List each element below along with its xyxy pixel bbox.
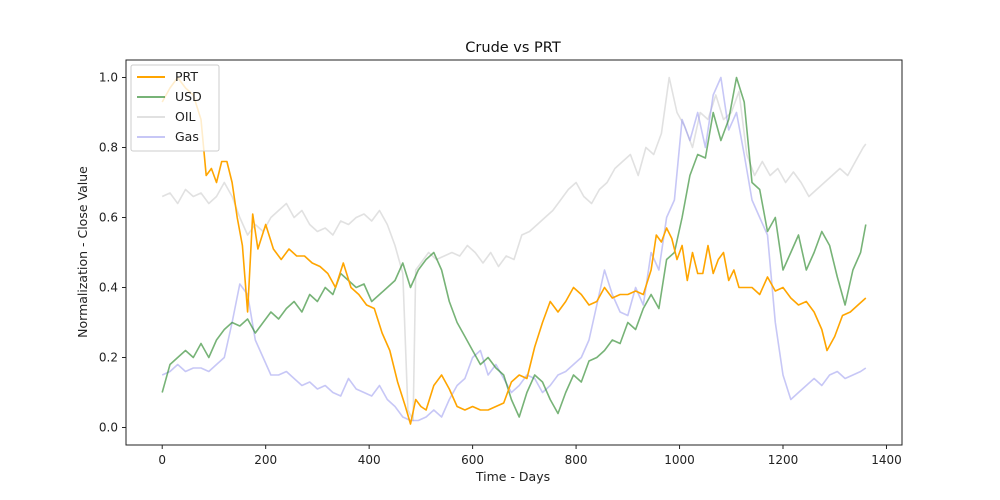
series-line-usd [161,76,867,418]
series-layer [161,76,867,425]
x-tick-label: 200 [254,453,277,467]
legend-label: Gas [175,129,199,144]
y-tick-label: 0.2 [99,351,118,365]
legend: PRT USD OIL Gas [130,64,220,152]
x-axis: 0 200 400 600 800 1000 1200 1400 [158,445,902,467]
legend-label: PRT [175,69,198,84]
legend-box [130,64,220,152]
x-tick-label: 800 [565,453,588,467]
series-line-prt [161,76,867,425]
series-line-gas [161,76,867,422]
x-tick-label: 400 [358,453,381,467]
legend-label: OIL [175,109,196,124]
y-tick-label: 0.8 [99,141,118,155]
y-tick-label: 0.0 [99,421,118,435]
plot-area-frame [125,59,903,446]
y-axis: 0.0 0.2 0.4 0.6 0.8 1.0 [99,71,126,435]
x-tick-label: 600 [461,453,484,467]
y-tick-label: 1.0 [99,71,118,85]
x-axis-label: Time - Days [475,469,550,484]
x-tick-label: 1200 [768,453,799,467]
y-tick-label: 0.6 [99,211,118,225]
x-tick-label: 0 [158,453,166,467]
y-axis-label: Normalization - Close Value [75,166,90,338]
x-tick-label: 1400 [871,453,902,467]
x-tick-label: 1000 [664,453,695,467]
legend-label: USD [175,89,202,104]
chart-title: Crude vs PRT [465,40,561,56]
y-tick-label: 0.4 [99,281,118,295]
